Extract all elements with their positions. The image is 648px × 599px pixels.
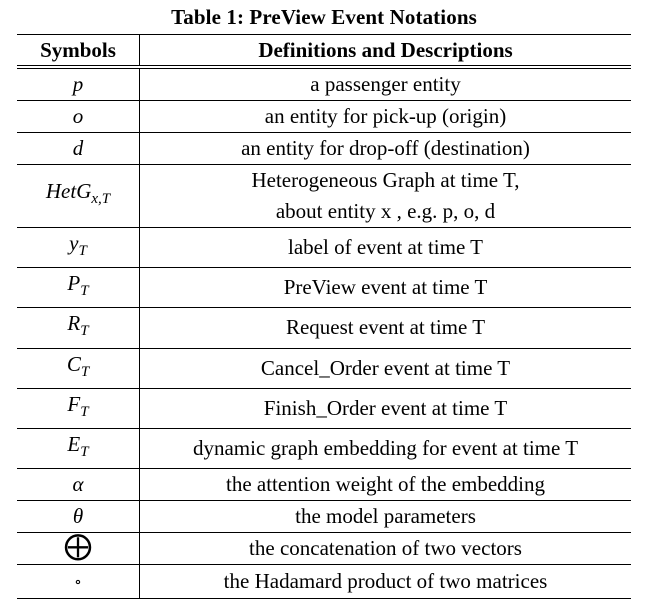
definition-cell: the attention weight of the embedding (139, 468, 631, 502)
table-row: RT Request event at time T (17, 307, 631, 349)
oplus-icon: ⨁ (64, 531, 92, 563)
table-row: FT Finish_Order event at time T (17, 388, 631, 429)
table-row: PT PreView event at time T (17, 267, 631, 309)
definition-cell: dynamic graph embedding for event at tim… (139, 428, 631, 470)
table-row: ET dynamic graph embedding for event at … (17, 428, 631, 470)
definition-cell: the model parameters (139, 500, 631, 534)
table-row: α the attention weight of the embedding (17, 468, 631, 502)
definition-cell: Finish_Order event at time T (139, 388, 631, 429)
table-row: HetGx,T Heterogeneous Graph at time T, a… (17, 164, 631, 228)
symbol-cell: PT (17, 267, 140, 309)
symbol-cell: ⨁ (17, 531, 140, 566)
header-definitions: Definitions and Descriptions (139, 34, 631, 69)
symbol-cell: α (17, 468, 140, 502)
table-row: ⨁ the concatenation of two vectors (17, 531, 631, 566)
symbol-cell: HetGx,T (17, 164, 140, 228)
definition-cell: Request event at time T (139, 307, 631, 349)
definition-cell: Heterogeneous Graph at time T, about ent… (139, 164, 631, 228)
symbol-cell: RT (17, 307, 140, 349)
symbol-cell: CT (17, 348, 140, 389)
symbol-cell: yT (17, 227, 140, 269)
notation-table: Symbols Definitions and Descriptions p a… (17, 34, 631, 599)
symbol-cell: d (17, 132, 140, 165)
header-row: Symbols Definitions and Descriptions (17, 34, 631, 69)
table-row: p a passenger entity (17, 67, 631, 101)
hadamard-icon: ∘ (74, 574, 82, 592)
symbol-cell: ET (17, 428, 140, 470)
definition-line: about entity x , e.g. p, o, d (275, 199, 496, 223)
table-row: CT Cancel_Order event at time T (17, 348, 631, 389)
table-caption: Table 1: PreView Event Notations (171, 5, 477, 29)
definition-cell: an entity for drop-off (destination) (139, 132, 631, 165)
definition-cell: Cancel_Order event at time T (139, 348, 631, 389)
definition-cell: PreView event at time T (139, 267, 631, 309)
table-row: ∘ the Hadamard product of two matrices (17, 564, 631, 599)
table-row: yT label of event at time T (17, 227, 631, 269)
definition-cell: a passenger entity (139, 67, 631, 101)
symbol-cell: FT (17, 388, 140, 429)
symbol-cell: θ (17, 500, 140, 534)
table-row: d an entity for drop-off (destination) (17, 132, 631, 165)
symbol-cell: p (17, 67, 140, 101)
header-symbols: Symbols (17, 34, 140, 69)
table-row: o an entity for pick-up (origin) (17, 100, 631, 133)
symbol-cell: o (17, 100, 140, 133)
definition-cell: label of event at time T (139, 227, 631, 269)
definition-line: Heterogeneous Graph at time T, (251, 168, 520, 192)
definition-cell: an entity for pick-up (origin) (139, 100, 631, 133)
definition-cell: the Hadamard product of two matrices (139, 564, 631, 599)
symbol-cell: ∘ (17, 564, 140, 599)
definition-cell: the concatenation of two vectors (139, 532, 631, 566)
table-row: θ the model parameters (17, 500, 631, 534)
